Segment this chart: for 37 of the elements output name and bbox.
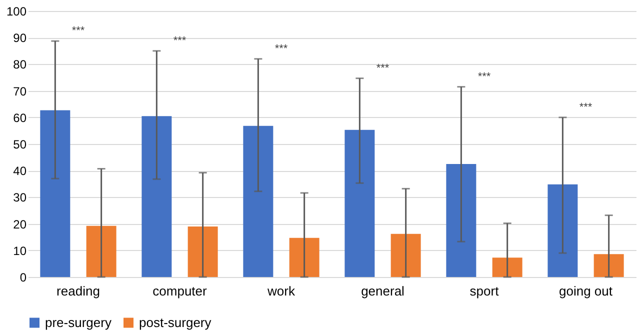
annotation: *** (72, 25, 86, 38)
annotation: *** (376, 62, 390, 74)
x-tick-label: general (361, 284, 405, 298)
bar (390, 234, 421, 277)
bar (492, 258, 522, 277)
x-tick-label: work (266, 284, 296, 298)
y-tick-label: 10 (13, 244, 27, 258)
annotation: *** (274, 42, 288, 55)
x-tick-label: going out (559, 284, 613, 298)
legend-label: post-surgery (139, 314, 212, 330)
y-tick-label: 70 (13, 84, 27, 98)
bar (188, 226, 218, 277)
x-tick-label: reading (56, 284, 100, 298)
y-tick-label: 20 (13, 217, 27, 232)
y-tick-label: 80 (13, 58, 27, 72)
y-tick-label: 90 (13, 31, 27, 46)
y-tick-label: 50 (13, 138, 27, 152)
bar (548, 184, 578, 277)
y-tick-label: 30 (13, 190, 27, 205)
x-tick-label: computer (152, 284, 208, 298)
legend-label: pre-surgery (45, 314, 112, 330)
x-tick-label: sport (470, 284, 500, 298)
annotation: *** (579, 101, 593, 114)
bar (446, 164, 476, 277)
y-tick-label: 40 (13, 164, 27, 178)
bar (594, 254, 624, 277)
annotation: *** (173, 34, 187, 47)
bar (40, 110, 70, 277)
y-tick-label: 100 (6, 4, 27, 18)
bar (289, 238, 320, 277)
bar (344, 130, 375, 277)
y-tick-label: 0 (20, 270, 27, 284)
bar (142, 116, 172, 277)
bar (243, 126, 274, 277)
annotation: *** (478, 70, 492, 83)
y-tick-label: 60 (13, 110, 27, 125)
bar (86, 226, 116, 277)
